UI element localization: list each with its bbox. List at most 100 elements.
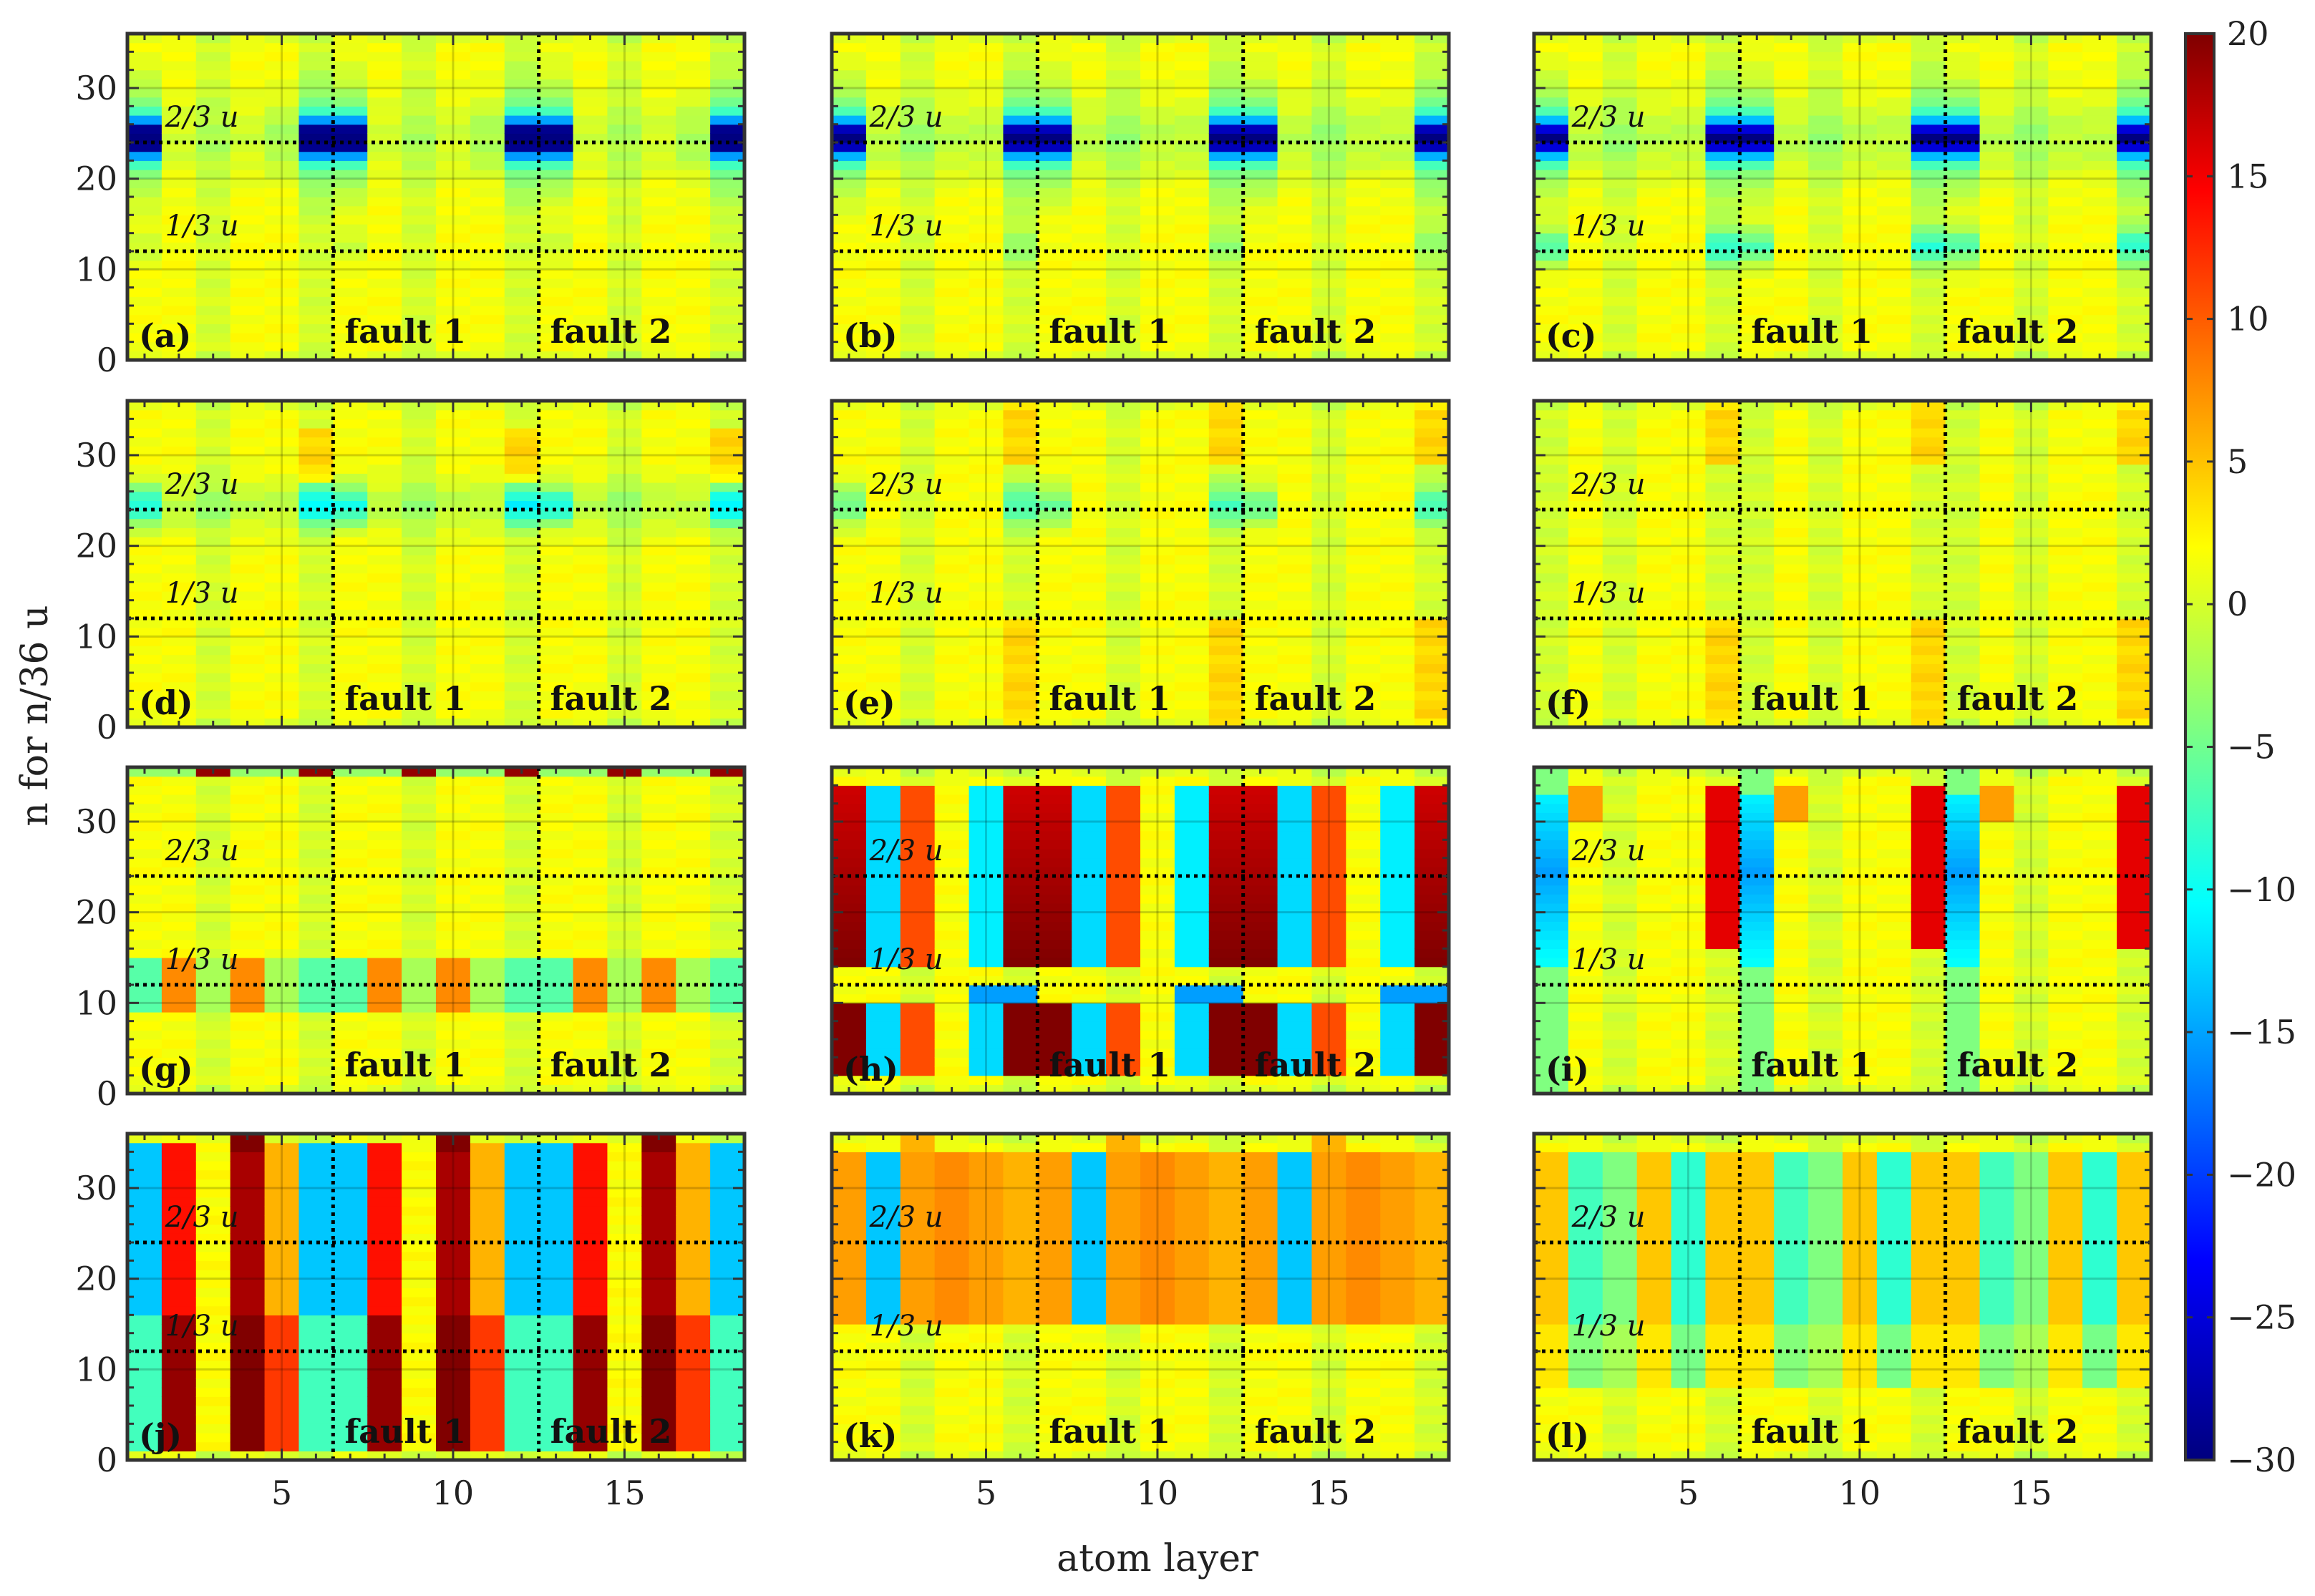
- heatmap-cell: [934, 188, 970, 198]
- heatmap-cell: [1003, 323, 1038, 334]
- heatmap-cell: [1636, 663, 1672, 673]
- heatmap-cell: [1208, 654, 1244, 664]
- heatmap-cell: [865, 205, 901, 215]
- heatmap-cell: [641, 582, 676, 592]
- heatmap-cell: [1346, 188, 1381, 198]
- heatmap-cell: [1739, 142, 1775, 152]
- heatmap-cell: [1277, 646, 1313, 656]
- heatmap-cell: [1174, 527, 1210, 537]
- heatmap-cell: [1003, 564, 1038, 574]
- heatmap-cell: [333, 803, 368, 813]
- heatmap-cell: [1671, 69, 1707, 79]
- heatmap-cell: [1106, 455, 1141, 465]
- heatmap-cell: [367, 930, 402, 940]
- heatmap-cell: [1380, 197, 1415, 207]
- heatmap-cell: [436, 205, 471, 215]
- heatmap-cell: [1208, 428, 1244, 438]
- heatmap-cell: [676, 151, 711, 161]
- heatmap-cell: [1876, 79, 1912, 89]
- heatmap-cell: [195, 482, 231, 492]
- heatmap-cell: [641, 69, 676, 79]
- heatmap-cell: [1602, 52, 1638, 62]
- heatmap-cell: [333, 537, 368, 547]
- heatmap-cell: [127, 42, 162, 52]
- heatmap-cell: [1945, 437, 1981, 447]
- heatmap-cell: [676, 500, 711, 510]
- heatmap-cell: [607, 555, 642, 565]
- heatmap-cell: [2117, 419, 2152, 429]
- heatmap-cell: [299, 1057, 334, 1067]
- heatmap-cell: [1808, 242, 1843, 252]
- heatmap-cell: [402, 930, 437, 940]
- heatmap-cell: [2014, 170, 2049, 180]
- heatmap-cell: [195, 269, 231, 279]
- heatmap-cell: [641, 527, 676, 537]
- heatmap-cell: [1671, 537, 1707, 547]
- heatmap-cell: [161, 61, 197, 71]
- y-tick-label: 0: [97, 341, 117, 379]
- heatmap-cell: [402, 224, 437, 234]
- heatmap-cell: [607, 437, 642, 447]
- heatmap-cell: [538, 939, 574, 949]
- heatmap-cell: [538, 197, 574, 207]
- heatmap-cell: [402, 79, 437, 89]
- heatmap-cell: [900, 646, 936, 656]
- heatmap-cell: [1106, 224, 1141, 234]
- heatmap-cell: [1277, 205, 1313, 215]
- heatmap-panel: (c) fault 1 fault 21/3 u2/3 u: [1532, 31, 2153, 362]
- heatmap-cell: [1568, 115, 1603, 125]
- heatmap-cell: [1671, 545, 1707, 555]
- heatmap-cell: [1243, 269, 1278, 279]
- heatmap-cell: [1602, 296, 1638, 306]
- heatmap-cell: [1106, 627, 1141, 637]
- heatmap-cell: [1705, 323, 1740, 334]
- heatmap-cell: [1636, 482, 1672, 492]
- heatmap-cell: [1843, 260, 1878, 270]
- heatmap-cell: [607, 419, 642, 429]
- reference-label: 2/3 u: [165, 101, 239, 134]
- heatmap-cell: [1808, 197, 1843, 207]
- heatmap-cell: [573, 160, 608, 170]
- heatmap-cell: [573, 314, 608, 324]
- heatmap-cell: [969, 510, 1004, 520]
- heatmap-cell: [127, 142, 162, 152]
- heatmap-cell: [299, 473, 334, 483]
- heatmap-cell: [127, 115, 162, 125]
- heatmap-cell: [1174, 42, 1210, 52]
- heatmap-cell: [436, 242, 471, 252]
- heatmap-cell: [1140, 133, 1175, 143]
- heatmap-cell: [1208, 537, 1244, 547]
- heatmap-cell: [470, 341, 505, 351]
- heatmap-cell: [1568, 464, 1603, 474]
- heatmap-cell: [264, 609, 300, 619]
- heatmap-cell: [1243, 673, 1278, 683]
- heatmap-cell: [1037, 491, 1072, 501]
- heatmap-cell: [1568, 188, 1603, 198]
- heatmap-cell: [573, 573, 608, 583]
- fault-label: fault 2: [1957, 312, 2079, 351]
- heatmap-cell: [1705, 79, 1740, 89]
- heatmap-cell: [402, 776, 437, 786]
- heatmap-cell: [436, 491, 471, 501]
- heatmap-cell: [538, 42, 574, 52]
- heatmap-cell: [1671, 409, 1707, 419]
- heatmap-cell: [1003, 106, 1038, 116]
- heatmap-cell: [1636, 491, 1672, 501]
- heatmap-cell: [676, 314, 711, 324]
- heatmap-cell: [1843, 88, 1878, 98]
- heatmap-cell: [436, 564, 471, 574]
- heatmap-cell: [402, 500, 437, 510]
- heatmap-cell: [573, 269, 608, 279]
- heatmap-cell: [1140, 428, 1175, 438]
- heatmap-cell: [299, 215, 334, 225]
- heatmap-cell: [1277, 464, 1313, 474]
- heatmap-cell: [1602, 510, 1638, 520]
- heatmap-cell: [1808, 151, 1843, 161]
- heatmap-cell: [934, 79, 970, 89]
- heatmap-cell: [1671, 491, 1707, 501]
- heatmap-cell: [1739, 681, 1775, 691]
- heatmap-cell: [1602, 269, 1638, 279]
- heatmap-cell: [1277, 600, 1313, 610]
- heatmap-cell: [367, 709, 402, 719]
- heatmap-cell: [264, 269, 300, 279]
